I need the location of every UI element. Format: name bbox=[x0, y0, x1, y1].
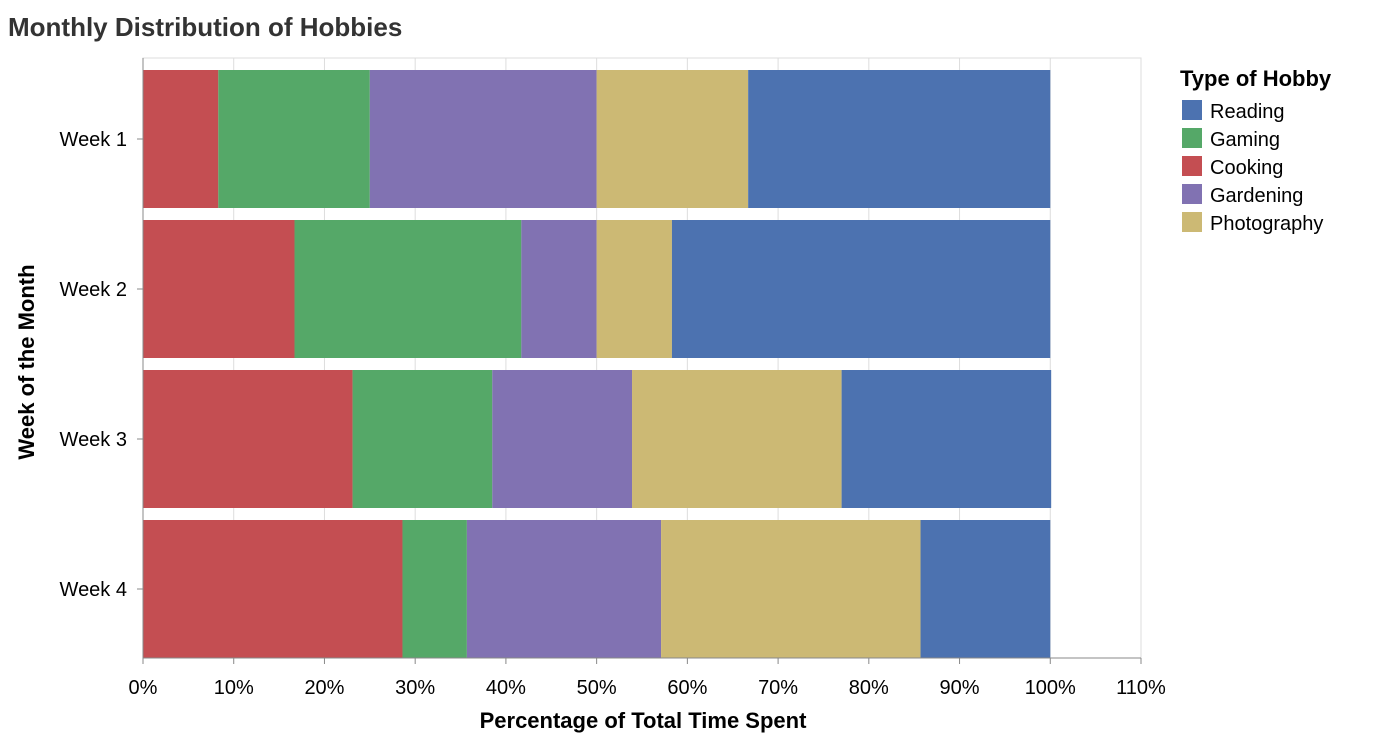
bar-photography-week-2 bbox=[596, 220, 672, 358]
bar-gaming-week-1 bbox=[218, 70, 370, 208]
x-tick-label: 20% bbox=[304, 677, 344, 699]
bar-gardening-week-4 bbox=[466, 520, 662, 658]
chart-title: Monthly Distribution of Hobbies bbox=[8, 12, 402, 42]
legend-swatch-photography bbox=[1182, 212, 1202, 232]
bar-gardening-week-1 bbox=[369, 70, 597, 208]
legend-label-gaming: Gaming bbox=[1210, 129, 1280, 151]
legend-label-reading: Reading bbox=[1210, 101, 1285, 123]
x-tick-label: 110% bbox=[1116, 677, 1166, 699]
y-axis-title: Week of the Month bbox=[14, 264, 39, 459]
legend-swatch-cooking bbox=[1182, 156, 1202, 176]
bar-photography-week-4 bbox=[661, 520, 921, 658]
x-tick-label: 90% bbox=[940, 677, 980, 699]
legend-swatch-gaming bbox=[1182, 128, 1202, 148]
bar-gaming-week-3 bbox=[352, 370, 493, 508]
bar-gardening-week-2 bbox=[521, 220, 597, 358]
bar-cooking-week-4 bbox=[143, 520, 403, 658]
legend-label-cooking: Cooking bbox=[1210, 157, 1283, 179]
legend-swatch-gardening bbox=[1182, 184, 1202, 204]
bar-reading-week-4 bbox=[920, 520, 1051, 658]
x-tick-label: 100% bbox=[1025, 677, 1076, 699]
bar-reading-week-3 bbox=[841, 370, 1052, 508]
bar-photography-week-3 bbox=[632, 370, 842, 508]
legend: Reading Gaming Cooking Gardening Photography bbox=[1182, 100, 1323, 235]
bar-cooking-week-2 bbox=[143, 220, 295, 358]
legend-title: Type of Hobby bbox=[1180, 66, 1332, 91]
bar-reading-week-2 bbox=[671, 220, 1051, 358]
x-tick-label: 70% bbox=[758, 677, 798, 699]
legend-label-gardening: Gardening bbox=[1210, 185, 1303, 207]
legend-label-photography: Photography bbox=[1210, 213, 1323, 235]
bar-cooking-week-1 bbox=[143, 70, 219, 208]
x-tick-label: 30% bbox=[395, 677, 435, 699]
bar-cooking-week-3 bbox=[143, 370, 353, 508]
bar-reading-week-1 bbox=[748, 70, 1051, 208]
bar-gardening-week-3 bbox=[492, 370, 633, 508]
x-axis-title: Percentage of Total Time Spent bbox=[480, 708, 807, 733]
bar-photography-week-1 bbox=[596, 70, 749, 208]
legend-swatch-reading bbox=[1182, 100, 1202, 120]
x-tick-label: 0% bbox=[129, 677, 158, 699]
y-tick-label: Week 1 bbox=[60, 129, 127, 151]
axes: 0% 10% 20% 30% 40% 50% 60% 70% 80% 90% 100% 110% Wee… bbox=[60, 58, 1166, 699]
bars bbox=[143, 70, 1052, 658]
x-tick-label: 10% bbox=[214, 677, 254, 699]
x-tick-label: 50% bbox=[577, 677, 617, 699]
y-tick-label: Week 2 bbox=[60, 279, 127, 301]
bar-gaming-week-2 bbox=[294, 220, 522, 358]
bar-gaming-week-4 bbox=[402, 520, 467, 658]
x-tick-label: 80% bbox=[849, 677, 889, 699]
y-tick-label: Week 3 bbox=[60, 429, 127, 451]
x-tick-label: 60% bbox=[667, 677, 707, 699]
x-tick-label: 40% bbox=[486, 677, 526, 699]
y-tick-label: Week 4 bbox=[60, 579, 127, 601]
